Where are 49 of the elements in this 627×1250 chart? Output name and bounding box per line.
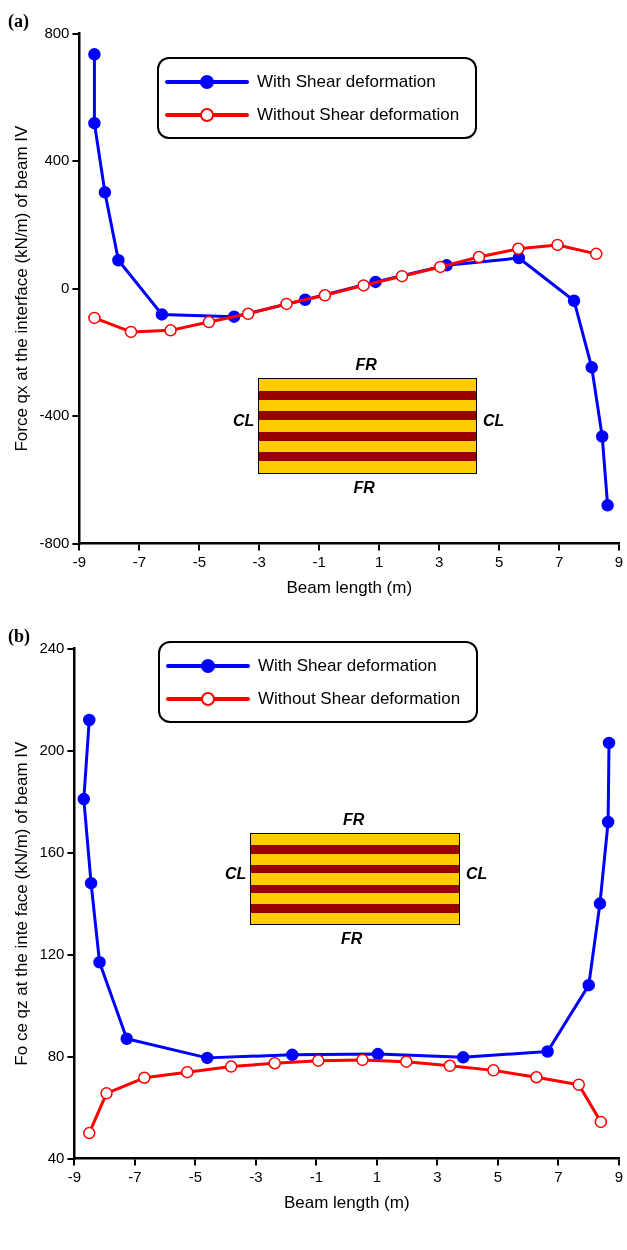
x-tick-label: -5 — [192, 552, 206, 570]
legend-label: Without Shear deformation — [257, 104, 460, 125]
x-tick-label: 7 — [554, 1167, 563, 1185]
x-tick-label: -3 — [249, 1167, 263, 1185]
x-tick-label: -7 — [132, 552, 147, 570]
x-tick-label: 1 — [375, 552, 384, 570]
chart-title: (b) — [8, 626, 30, 648]
annotation: FR — [341, 930, 363, 948]
annotation: CL — [466, 865, 488, 883]
x-tick-label: -9 — [67, 1167, 82, 1185]
x-tick-label: 7 — [554, 552, 564, 570]
annotation: FR — [353, 479, 375, 497]
y-tick-label: 80 — [47, 1046, 65, 1064]
x-tick-label: -3 — [252, 552, 266, 570]
annotation: FR — [343, 811, 365, 829]
y-axis-title: Force qx at the interface (kN/m) of beam IV — [11, 124, 31, 452]
y-tick-label: 800 — [44, 23, 70, 41]
y-axis-title: Fo ce qz at the inte face (kN/m) of beam IV — [11, 740, 31, 1066]
y-tick-label: 240 — [39, 638, 65, 656]
y-tick-label: 200 — [39, 740, 65, 758]
y-tick-label: -800 — [39, 533, 70, 551]
x-tick-label: 3 — [434, 552, 444, 570]
x-tick-label: -5 — [188, 1167, 203, 1185]
annotation: FR — [355, 356, 377, 374]
y-tick-label: 400 — [44, 151, 70, 169]
x-tick-label: 3 — [433, 1167, 442, 1185]
x-axis-title: Beam length (m) — [286, 578, 413, 598]
legend-label: With Shear deformation — [257, 71, 436, 92]
y-tick-label: -400 — [39, 406, 70, 424]
x-tick-label: -1 — [312, 552, 326, 570]
x-tick-label: 5 — [494, 552, 504, 570]
annotation: CL — [225, 865, 247, 883]
y-tick-label: 40 — [47, 1148, 65, 1166]
x-tick-label: 1 — [372, 1167, 382, 1185]
annotation: CL — [233, 412, 255, 430]
x-tick-label: -1 — [309, 1167, 324, 1185]
annotation: CL — [483, 412, 505, 430]
y-tick-label: 160 — [39, 842, 65, 860]
x-tick-label: 9 — [614, 1167, 624, 1185]
y-tick-label: 120 — [39, 944, 65, 962]
legend-label: With Shear deformation — [258, 655, 437, 676]
x-tick-label: -7 — [128, 1167, 142, 1185]
x-axis-title: Beam length (m) — [283, 1193, 410, 1213]
legend-label: Without Shear deformation — [258, 688, 461, 709]
x-tick-label: -9 — [72, 552, 87, 570]
chart-title: (a) — [8, 11, 29, 33]
y-tick-label: 0 — [61, 278, 70, 296]
x-tick-label: 5 — [493, 1167, 503, 1185]
x-tick-label: 9 — [614, 552, 624, 570]
